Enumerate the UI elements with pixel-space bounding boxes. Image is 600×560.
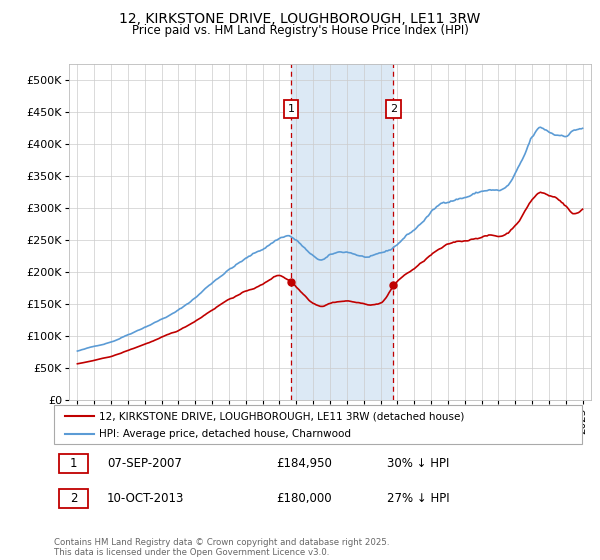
Text: £184,950: £184,950 [276, 457, 332, 470]
Text: 27% ↓ HPI: 27% ↓ HPI [386, 492, 449, 505]
Text: 2: 2 [70, 492, 77, 505]
Text: 1: 1 [287, 104, 295, 114]
Text: HPI: Average price, detached house, Charnwood: HPI: Average price, detached house, Char… [99, 429, 351, 439]
FancyBboxPatch shape [59, 454, 88, 473]
Text: £180,000: £180,000 [276, 492, 331, 505]
Bar [291, 64, 394, 400]
Text: 1: 1 [70, 457, 77, 470]
Text: 12, KIRKSTONE DRIVE, LOUGHBOROUGH, LE11 3RW: 12, KIRKSTONE DRIVE, LOUGHBOROUGH, LE11 … [119, 12, 481, 26]
Text: Contains HM Land Registry data © Crown copyright and database right 2025.
This d: Contains HM Land Registry data © Crown c… [54, 538, 389, 557]
Text: 07-SEP-2007: 07-SEP-2007 [107, 457, 182, 470]
Text: 12, KIRKSTONE DRIVE, LOUGHBOROUGH, LE11 3RW (detached house): 12, KIRKSTONE DRIVE, LOUGHBOROUGH, LE11 … [99, 411, 464, 421]
Text: Price paid vs. HM Land Registry's House Price Index (HPI): Price paid vs. HM Land Registry's House … [131, 24, 469, 36]
Text: 2: 2 [390, 104, 397, 114]
Text: 10-OCT-2013: 10-OCT-2013 [107, 492, 184, 505]
Text: 30% ↓ HPI: 30% ↓ HPI [386, 457, 449, 470]
FancyBboxPatch shape [59, 488, 88, 508]
